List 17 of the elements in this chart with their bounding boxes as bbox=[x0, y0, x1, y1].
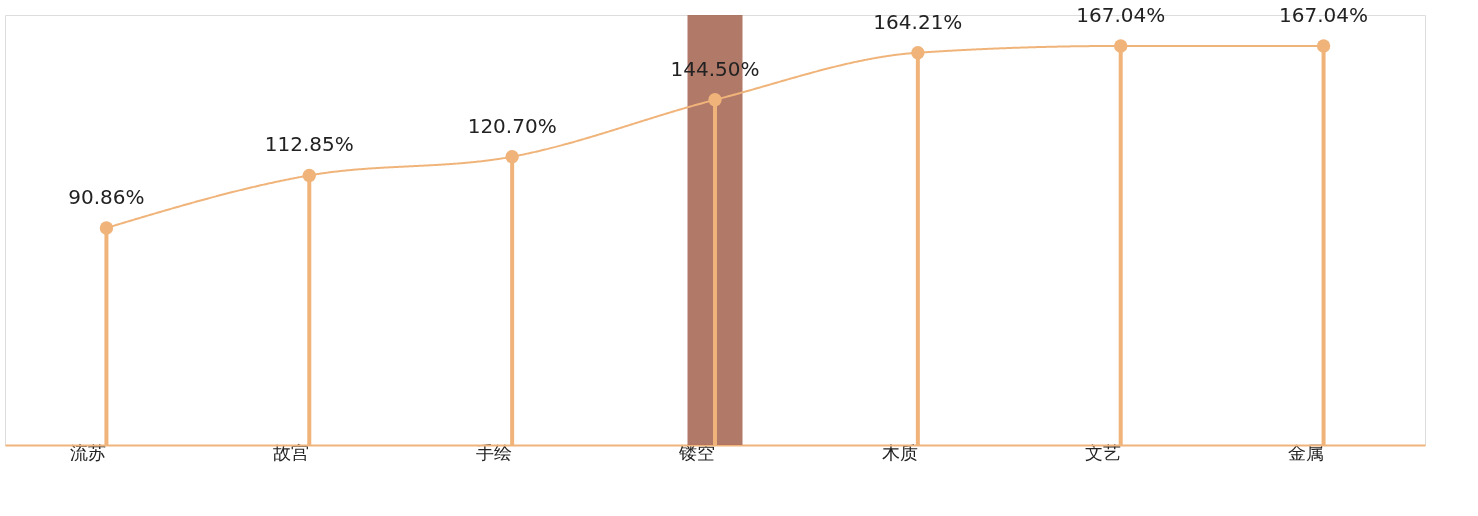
x-tick-label: 文艺 bbox=[1084, 441, 1121, 463]
point bbox=[302, 168, 316, 183]
x-tick-label: 故宫 bbox=[273, 441, 310, 463]
data-label: 120.70% bbox=[467, 113, 557, 138]
point bbox=[708, 93, 722, 107]
data-label: 164.21% bbox=[873, 9, 963, 34]
data-label: 167.04% bbox=[1076, 2, 1166, 27]
point bbox=[911, 46, 925, 60]
data-label: 90.86% bbox=[68, 184, 145, 209]
point bbox=[1316, 39, 1331, 53]
x-tick-label: 镂空 bbox=[678, 441, 715, 463]
point bbox=[99, 221, 114, 235]
point bbox=[505, 149, 519, 164]
data-label: 112.85% bbox=[264, 132, 354, 157]
x-tick-label: 流苏 bbox=[70, 441, 107, 463]
data-label: 167.04% bbox=[1279, 2, 1369, 27]
point bbox=[1114, 39, 1128, 53]
